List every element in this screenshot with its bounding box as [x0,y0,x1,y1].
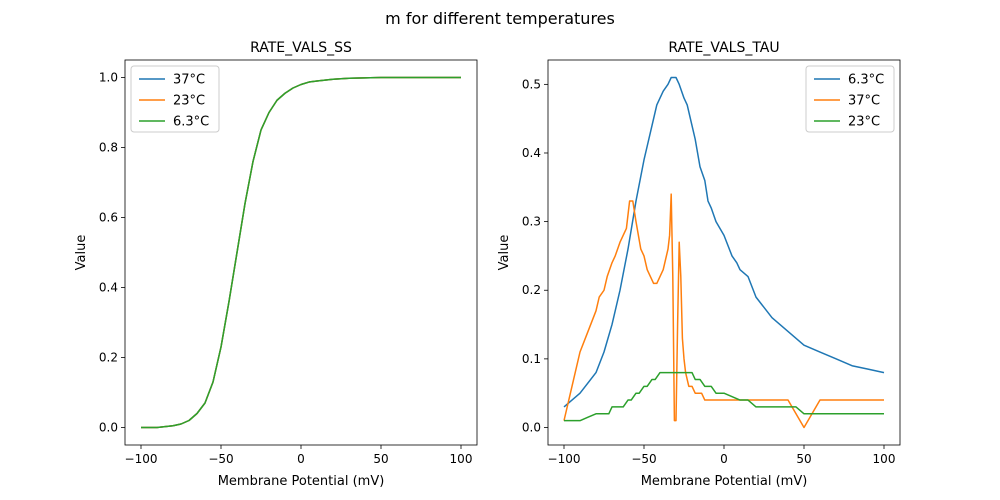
y-tick-label: 0.8 [99,141,118,155]
x-axis-label: Membrane Potential (mV) [218,474,385,489]
x-tick-label: −100 [548,452,581,466]
y-tick-label: 0.0 [522,421,541,435]
x-tick-label: −100 [125,452,158,466]
y-tick-label: 0.4 [522,146,541,160]
x-axis-label: Membrane Potential (mV) [641,474,808,489]
legend: 37°C 23°C 6.3°C [130,65,220,133]
series-line-1 [563,193,884,429]
y-tick-label: 0.2 [99,351,118,365]
y-axis-label: Value [74,235,89,271]
x-tick-label: 50 [796,452,811,466]
x-tick-label: 50 [373,452,388,466]
series-line-2 [141,76,461,429]
legend-label-2: 6.3°C [173,115,209,130]
legend: 6.3°C 37°C 23°C [805,65,895,133]
x-tick-label: −50 [208,452,233,466]
subplot-rate-vals-ss: −100 −50 0 50 100 0.0 0.2 0.4 0.6 0.8 1.0 RATE_VALS… [74,40,478,489]
legend-box [130,65,220,133]
figure-suptitle: m for different temperatures [385,9,615,28]
x-tick-label: 100 [450,452,473,466]
y-tick-label: 0.3 [522,215,541,229]
series-line-2 [564,371,884,422]
subplot-rate-vals-tau: −100 −50 0 50 100 0.0 0.1 0.2 0.3 0.4 0.5 RATE_VALS… [497,40,901,489]
legend-label-1: 37°C [848,94,880,109]
y-tick-label: 0.4 [99,281,118,295]
y-tick-label: 0.2 [522,283,541,297]
series-line-0 [563,76,885,408]
legend-label-1: 23°C [173,94,205,109]
y-tick-label: 0.1 [522,352,541,366]
x-tick-label: −50 [631,452,656,466]
y-tick-label: 0.5 [522,77,541,91]
y-tick-label: 1.0 [99,71,118,85]
x-tick-label: 0 [720,452,728,466]
y-tick-label: 0.6 [99,211,118,225]
axes-title: RATE_VALS_SS [250,40,352,56]
legend-label-2: 23°C [848,115,880,130]
y-axis-label: Value [497,235,512,271]
legend-label-0: 6.3°C [848,73,884,88]
legend-label-0: 37°C [173,73,205,88]
y-tick-label: 0.0 [99,421,118,435]
legend-box [805,65,895,133]
x-tick-label: 0 [297,452,305,466]
x-tick-label: 100 [873,452,896,466]
axes-title: RATE_VALS_TAU [668,40,779,56]
